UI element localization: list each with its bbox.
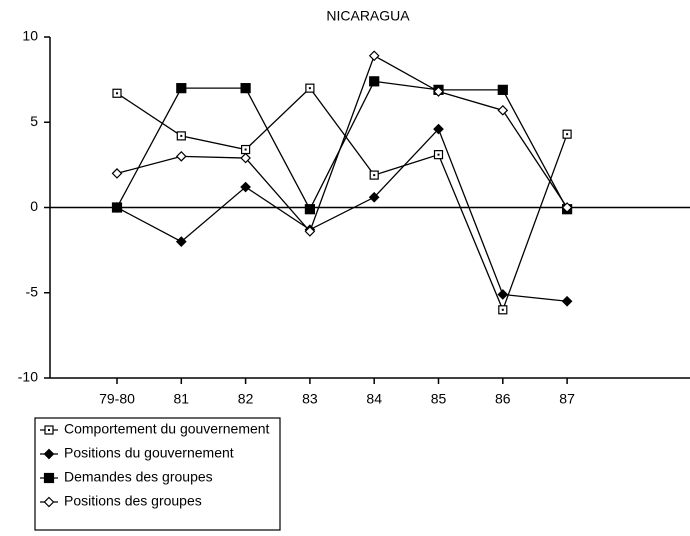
x-tick-label: 82 — [238, 391, 254, 407]
point — [176, 83, 187, 94]
legend-marker — [43, 448, 55, 460]
x-tick-label: 81 — [174, 391, 190, 407]
point — [175, 151, 187, 162]
point-dot — [308, 87, 311, 90]
point — [111, 202, 123, 213]
y-tick-label: 0 — [30, 198, 38, 214]
y-tick-label: -5 — [26, 283, 39, 299]
point — [304, 204, 315, 215]
y-tick-label: 10 — [22, 28, 38, 44]
legend-label: Positions des groupes — [64, 493, 202, 509]
x-tick-label: 86 — [495, 391, 511, 407]
x-tick-label: 87 — [559, 391, 575, 407]
legend-marker — [43, 496, 55, 508]
chart-title: NICARAGUA — [326, 8, 410, 24]
point — [561, 202, 573, 213]
point-dot — [244, 148, 247, 151]
point-dot — [180, 134, 183, 137]
point — [497, 104, 509, 116]
point — [240, 181, 251, 193]
x-tick-label: 83 — [302, 391, 318, 407]
y-tick-label: 5 — [30, 113, 38, 129]
point — [561, 295, 573, 307]
x-tick-label: 84 — [366, 391, 382, 407]
point — [433, 123, 444, 135]
point-dot — [437, 153, 440, 156]
legend-box — [34, 417, 281, 531]
legend-marker — [43, 472, 55, 484]
point-dot — [373, 174, 376, 177]
series-line — [116, 87, 568, 312]
point-dot — [566, 133, 569, 136]
series-line — [116, 54, 568, 233]
point — [368, 50, 380, 62]
y-tick-label: -10 — [18, 369, 38, 385]
point — [368, 191, 380, 203]
legend-label: Comportement du gouvernement — [64, 421, 270, 437]
x-tick-label: 85 — [431, 391, 447, 407]
point — [111, 168, 123, 179]
point — [240, 83, 251, 94]
point — [304, 226, 316, 237]
point — [175, 236, 187, 247]
point — [497, 84, 508, 95]
series-line — [116, 127, 568, 302]
point-dot — [116, 92, 118, 95]
point-dot — [501, 308, 504, 311]
legend-marker-dot — [48, 429, 50, 431]
x-tick-label: 79-80 — [99, 391, 135, 407]
legend-label: Positions du gouvernement — [64, 445, 234, 461]
point — [497, 289, 509, 300]
point — [433, 86, 444, 97]
point — [369, 76, 380, 87]
legend-label: Demandes des groupes — [64, 469, 213, 485]
point — [240, 152, 251, 164]
